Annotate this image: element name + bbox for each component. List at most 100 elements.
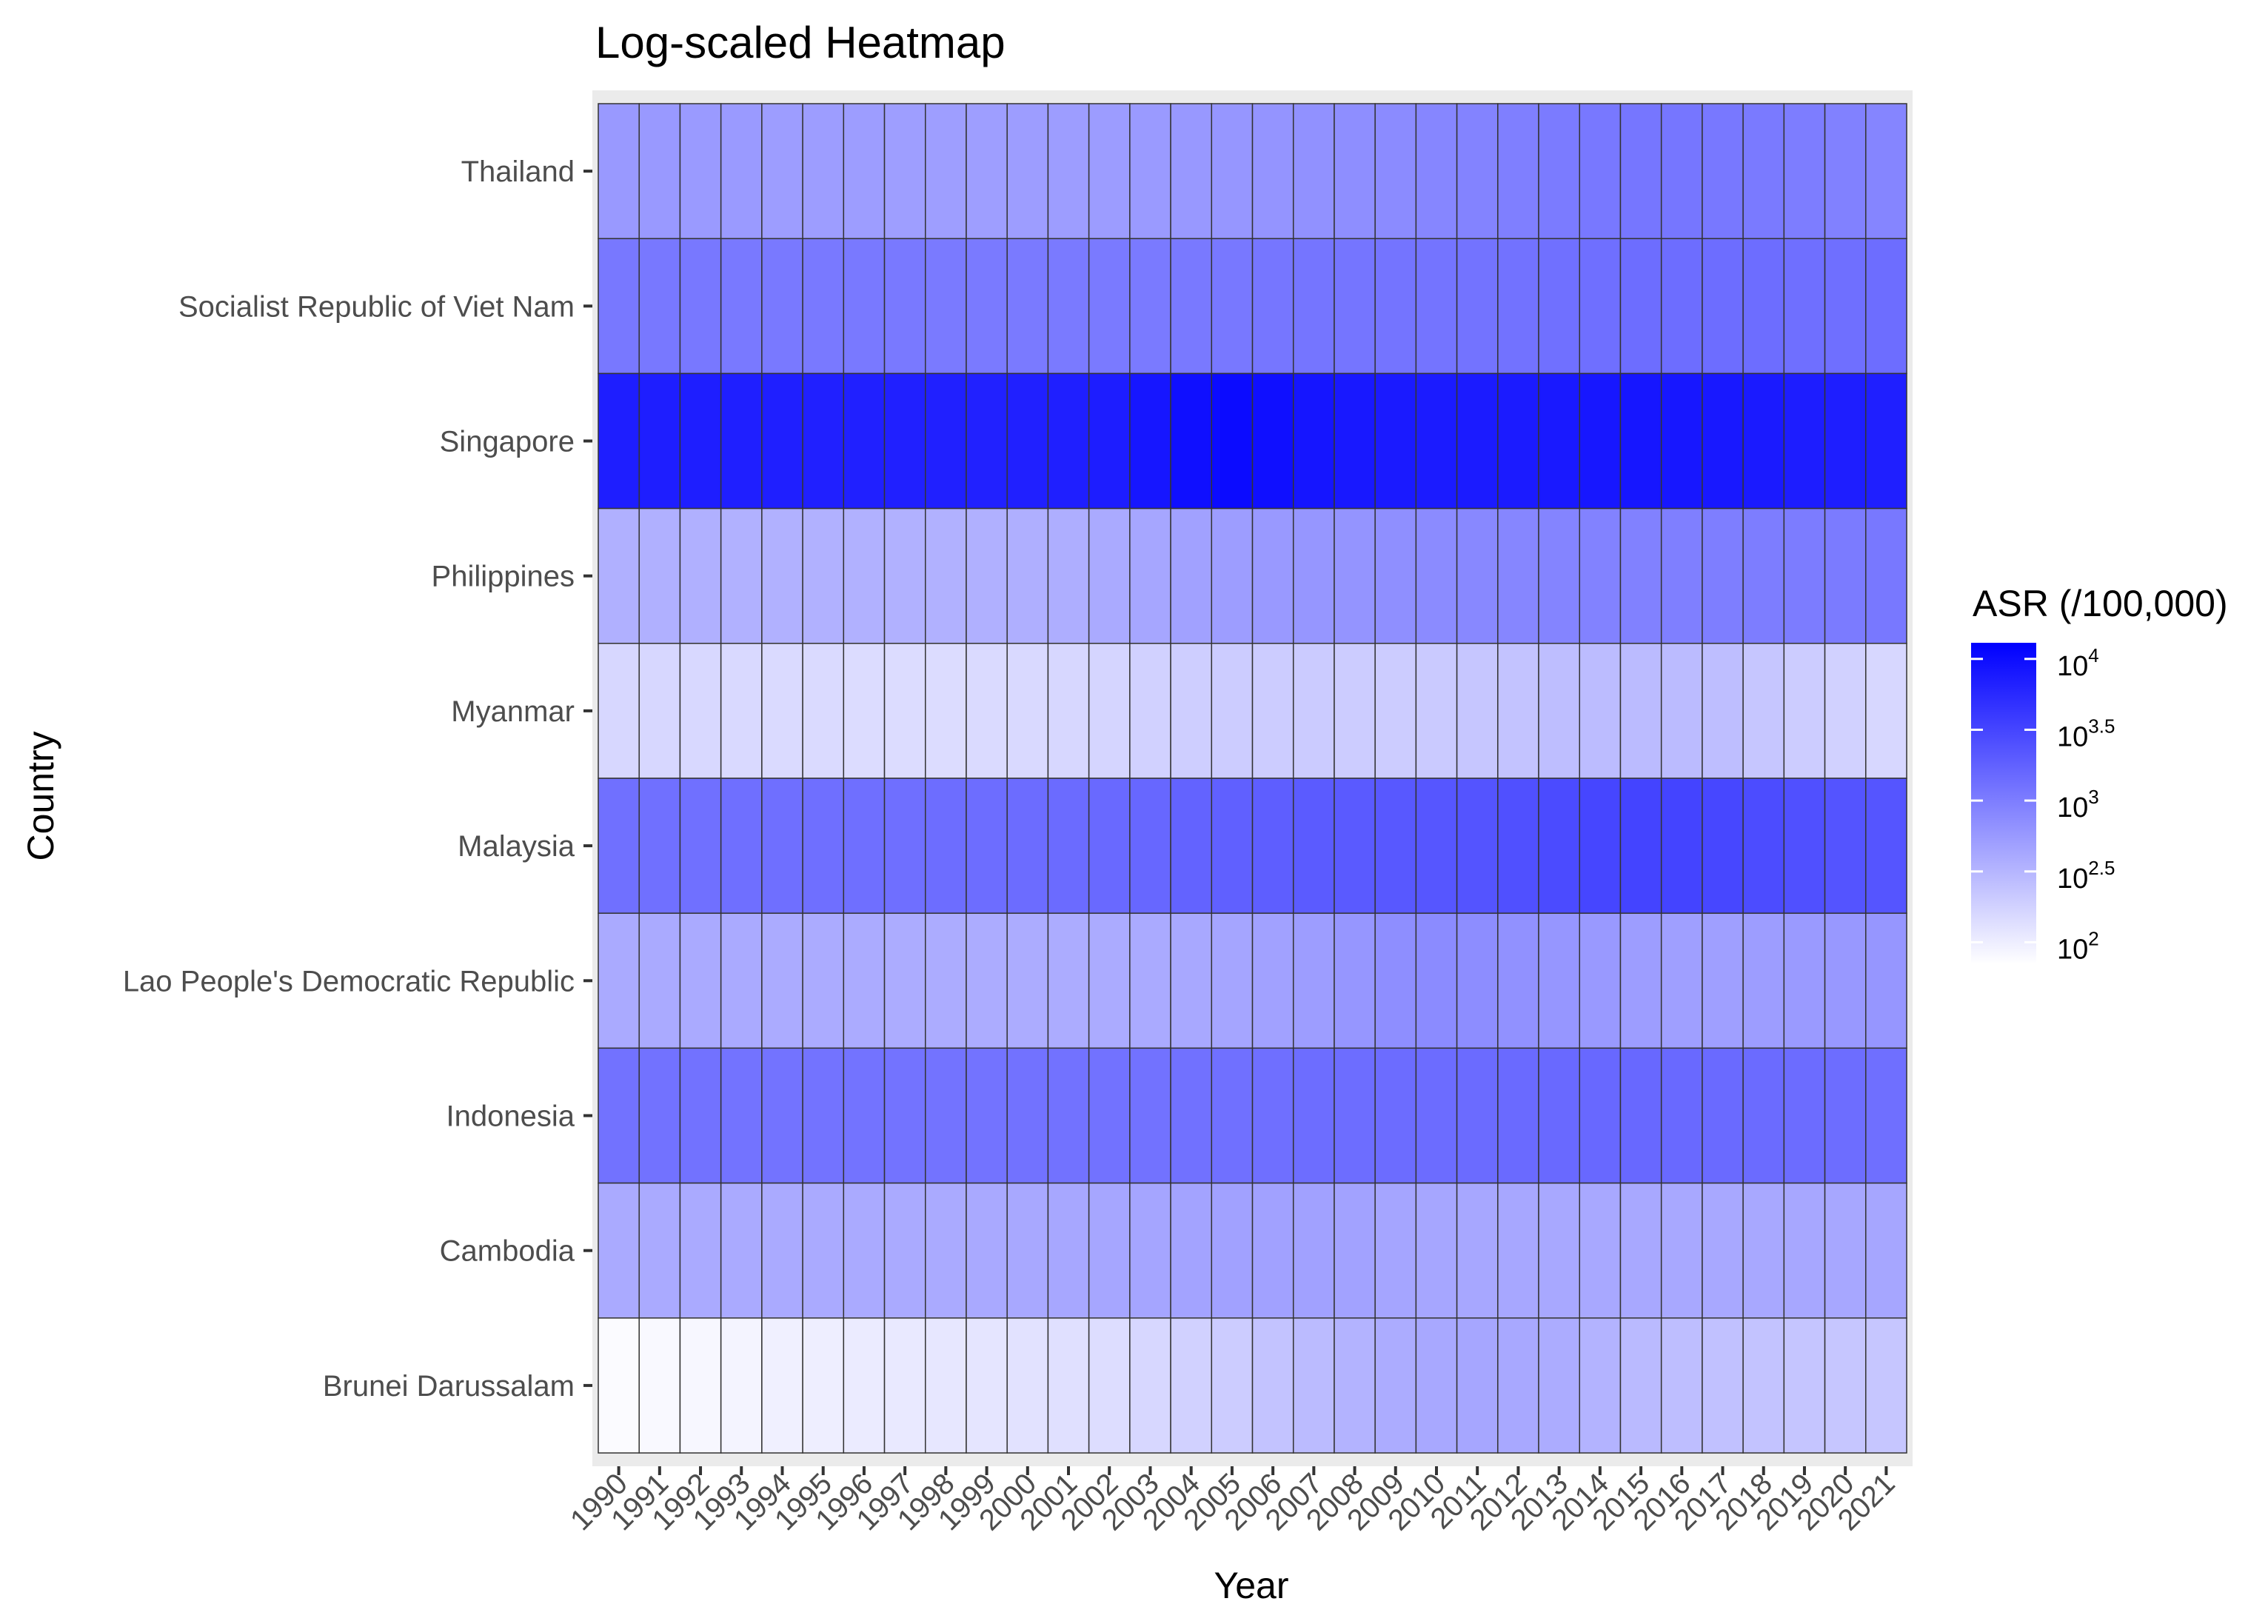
heatmap-cell [1211, 1317, 1254, 1454]
heatmap-cell [1047, 372, 1090, 509]
heatmap-cell [1374, 238, 1417, 375]
heatmap-cell [883, 103, 926, 239]
heatmap-cell [1292, 1182, 1335, 1319]
heatmap-cell [1824, 372, 1867, 509]
heatmap-cell [843, 912, 886, 1049]
heatmap-cell [1783, 912, 1826, 1049]
heatmap-cell [679, 103, 722, 239]
heatmap-cell [843, 507, 886, 644]
heatmap-cell [1865, 643, 1907, 779]
heatmap-cell [1334, 643, 1376, 779]
heatmap-cell [843, 643, 886, 779]
heatmap-cell [1579, 372, 1622, 509]
heatmap-cell [1497, 238, 1539, 375]
heatmap-cell [598, 912, 640, 1049]
heatmap-cell [1334, 372, 1376, 509]
heatmap-cell [1047, 103, 1090, 239]
heatmap-cell [638, 103, 681, 239]
heatmap-cell [1211, 1182, 1254, 1319]
heatmap-cell [1088, 1317, 1131, 1454]
heatmap-cell [1619, 372, 1662, 509]
heatmap-cell [1702, 1047, 1744, 1184]
heatmap-cell [843, 778, 886, 914]
legend-tick-label: 103.5 [2057, 715, 2115, 752]
heatmap-cell [1660, 912, 1703, 1049]
heatmap-cell [638, 1317, 681, 1454]
heatmap-cell [802, 372, 845, 509]
heatmap-cell [802, 507, 845, 644]
heatmap-cell [1047, 507, 1090, 644]
heatmap-cell [1497, 1182, 1539, 1319]
heatmap-cell [1579, 1047, 1622, 1184]
heatmap-cell [679, 238, 722, 375]
y-tick-label: Malaysia [458, 830, 575, 863]
heatmap-cell [1497, 643, 1539, 779]
heatmap-cell [925, 643, 967, 779]
heatmap-cell [1170, 912, 1213, 1049]
heatmap-cell [802, 1317, 845, 1454]
heatmap-cell [925, 778, 967, 914]
legend-title: ASR (/100,000) [1973, 583, 2228, 624]
heatmap-cell [843, 103, 886, 239]
heatmap-cell [1619, 1182, 1662, 1319]
heatmap-cell [1415, 912, 1458, 1049]
heatmap-cell [1702, 643, 1744, 779]
heatmap-cell [802, 778, 845, 914]
heatmap-cell [1006, 643, 1049, 779]
heatmap-cell [1660, 1047, 1703, 1184]
y-tick-label: Cambodia [440, 1235, 575, 1268]
heatmap-cell [1088, 103, 1131, 239]
heatmap-cell [1783, 643, 1826, 779]
heatmap-cell [1579, 1317, 1622, 1454]
heatmap-cell [1129, 507, 1171, 644]
heatmap-cell [1497, 372, 1539, 509]
chart-title: Log-scaled Heatmap [595, 18, 1006, 67]
heatmap-cell [598, 1317, 640, 1454]
heatmap-cell [802, 103, 845, 239]
legend-tick-label: 102 [2057, 927, 2099, 965]
heatmap-cell [1783, 778, 1826, 914]
heatmap-cell [1006, 238, 1049, 375]
heatmap-cell [1170, 103, 1213, 239]
heatmap-cell [1006, 103, 1049, 239]
heatmap-cell [1619, 1317, 1662, 1454]
legend-colorbar [1971, 643, 2036, 964]
heatmap-cell [1088, 643, 1131, 779]
heatmap-cell [1660, 643, 1703, 779]
heatmap-cell [1865, 1317, 1907, 1454]
heatmap-cell [1088, 238, 1131, 375]
heatmap-cell [1660, 778, 1703, 914]
heatmap-cell [1251, 912, 1294, 1049]
y-axis-title: Country [20, 731, 61, 861]
heatmap-cell [1742, 778, 1785, 914]
heatmap-cell [1170, 1182, 1213, 1319]
heatmap-cell [761, 643, 803, 779]
heatmap-cell [1702, 507, 1744, 644]
heatmap-cell [598, 238, 640, 375]
heatmap-cell [966, 1047, 1008, 1184]
heatmap-cell [1619, 778, 1662, 914]
heatmap-cell [1006, 1182, 1049, 1319]
heatmap-cell [1497, 912, 1539, 1049]
heatmap-cell [1374, 1047, 1417, 1184]
heatmap-cell [1497, 103, 1539, 239]
heatmap-cell [1211, 643, 1254, 779]
heatmap-cell [1456, 103, 1499, 239]
heatmap-cell [1538, 1317, 1581, 1454]
heatmap-cell [1292, 1047, 1335, 1184]
heatmap-cell [1251, 778, 1294, 914]
legend-tick-label: 104 [2057, 644, 2099, 682]
heatmap-cell [1619, 1047, 1662, 1184]
heatmap-cell [1129, 778, 1171, 914]
y-tick-label: Socialist Republic of Viet Nam [178, 290, 575, 323]
heatmap-cell [1047, 643, 1090, 779]
heatmap-cell [1129, 103, 1171, 239]
heatmap-cell [1783, 1182, 1826, 1319]
heatmap-cell [1334, 778, 1376, 914]
heatmap-cell [925, 372, 967, 509]
heatmap-cell [638, 372, 681, 509]
heatmap-cell [720, 1182, 763, 1319]
heatmap-cell [1824, 1047, 1867, 1184]
y-tick-label: Brunei Darussalam [323, 1370, 575, 1403]
heatmap-cell [1047, 1317, 1090, 1454]
